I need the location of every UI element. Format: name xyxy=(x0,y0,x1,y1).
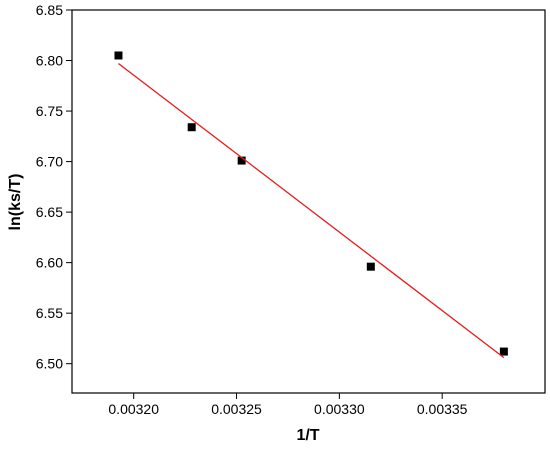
y-tick-label: 6.55 xyxy=(36,305,63,321)
data-point xyxy=(114,51,123,60)
data-point xyxy=(366,262,375,271)
x-tick-label: 0.00335 xyxy=(417,401,468,417)
fit-line xyxy=(118,63,505,359)
x-tick-label: 0.00320 xyxy=(108,401,159,417)
x-tick-label: 0.00330 xyxy=(314,401,365,417)
y-tick-label: 6.70 xyxy=(36,154,63,170)
y-tick-label: 6.80 xyxy=(36,53,63,69)
y-tick-label: 6.85 xyxy=(36,2,63,18)
data-point xyxy=(499,347,508,356)
y-tick-label: 6.65 xyxy=(36,204,63,220)
x-axis-title: 1/T xyxy=(296,427,319,444)
data-point xyxy=(187,123,196,132)
x-tick-label: 0.00325 xyxy=(211,401,262,417)
plot-frame xyxy=(71,9,546,394)
y-tick-label: 6.60 xyxy=(36,255,63,271)
y-tick-label: 6.75 xyxy=(36,103,63,119)
y-axis-title: ln(ks/T) xyxy=(7,174,24,231)
data-point xyxy=(237,156,246,165)
y-tick-label: 6.50 xyxy=(36,356,63,372)
